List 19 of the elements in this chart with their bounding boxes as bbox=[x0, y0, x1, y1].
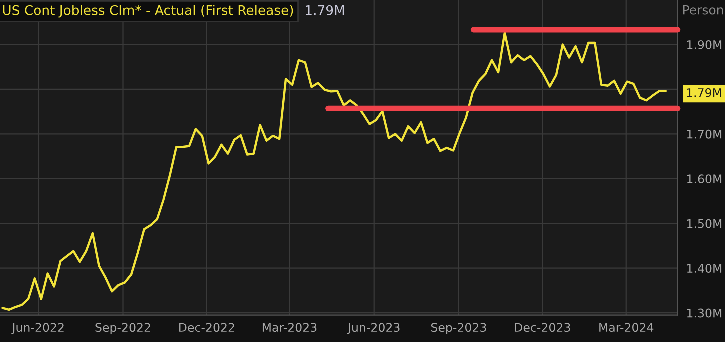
x-tick-label: Dec-2022 bbox=[180, 323, 234, 332]
x-tick-label: Mar-2023 bbox=[262, 323, 317, 332]
chart-subtitle: 1.79M bbox=[306, 5, 344, 16]
x-tick-label: Sep-2023 bbox=[431, 323, 486, 334]
y-tick-label: 1.40M bbox=[688, 264, 722, 274]
x-tick-label: Mar-2024 bbox=[600, 323, 654, 332]
x-tick-label: Sep-2022 bbox=[96, 323, 150, 334]
y-tick-label: 1.70M bbox=[688, 130, 722, 139]
annotation: 1.79M bbox=[687, 88, 722, 98]
y-tick-label: 1.60M bbox=[688, 174, 722, 184]
chart-title: US Cont Jobless Clm* - Actual (First Release) bbox=[3, 5, 294, 18]
x-tick-label: Jun-2023 bbox=[347, 323, 400, 334]
line-series bbox=[2, 32, 668, 312]
y-tick-label: 1.90M bbox=[688, 40, 722, 50]
y-tick-label: 1.30M bbox=[688, 308, 722, 318]
y-axis-title: Person bbox=[684, 6, 724, 15]
x-tick-label: Jun-2022 bbox=[12, 323, 64, 334]
x-tick-label: Dec-2023 bbox=[515, 323, 570, 332]
y-tick-label: 1.50M bbox=[688, 219, 722, 228]
